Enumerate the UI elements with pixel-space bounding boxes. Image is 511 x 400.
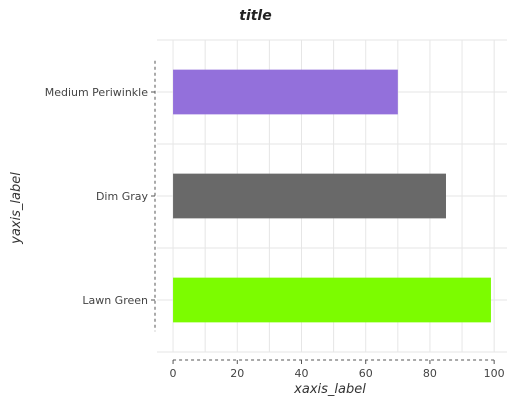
x-tick-label: 100 [484,367,505,380]
x-axis-label: xaxis_label [293,382,366,397]
y-tick-label: Medium Periwinkle [45,86,149,99]
y-axis-label: yaxis_label [9,172,24,245]
x-tick-label: 60 [359,367,373,380]
bars [173,69,491,323]
x-tick-label: 20 [230,367,244,380]
axes: Lawn Green Dim Gray Medium Periwinkle 0 20 40… [45,60,505,380]
x-tick-label: 40 [294,367,308,380]
x-tick-label: 80 [423,367,437,380]
x-tick-label: 0 [170,367,177,380]
bar-dim-gray [173,173,446,219]
bar-medium-periwinkle [173,69,398,115]
y-tick-label: Dim Gray [96,190,149,203]
y-tick-label: Lawn Green [82,294,148,307]
chart-title: title [239,8,271,24]
bar-lawn-green [173,277,491,323]
